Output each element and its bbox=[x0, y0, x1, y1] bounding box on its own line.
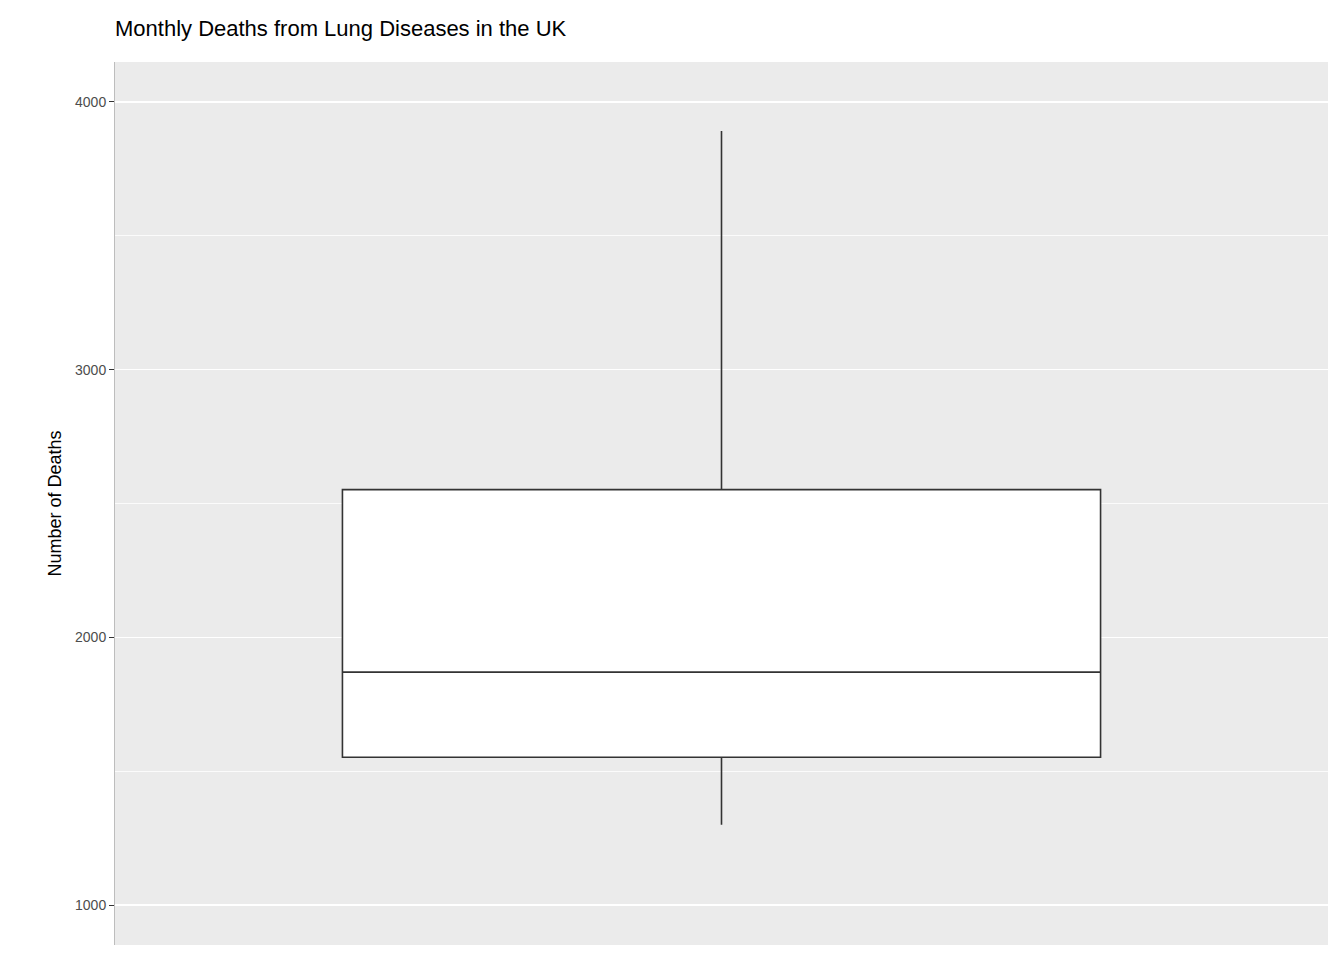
svg-text:1000: 1000 bbox=[75, 897, 106, 913]
svg-text:4000: 4000 bbox=[75, 94, 106, 110]
svg-text:3000: 3000 bbox=[75, 362, 106, 378]
svg-text:Number of Deaths: Number of Deaths bbox=[45, 430, 65, 576]
svg-text:Monthly Deaths from Lung Disea: Monthly Deaths from Lung Diseases in the… bbox=[115, 16, 567, 41]
svg-text:2000: 2000 bbox=[75, 629, 106, 645]
